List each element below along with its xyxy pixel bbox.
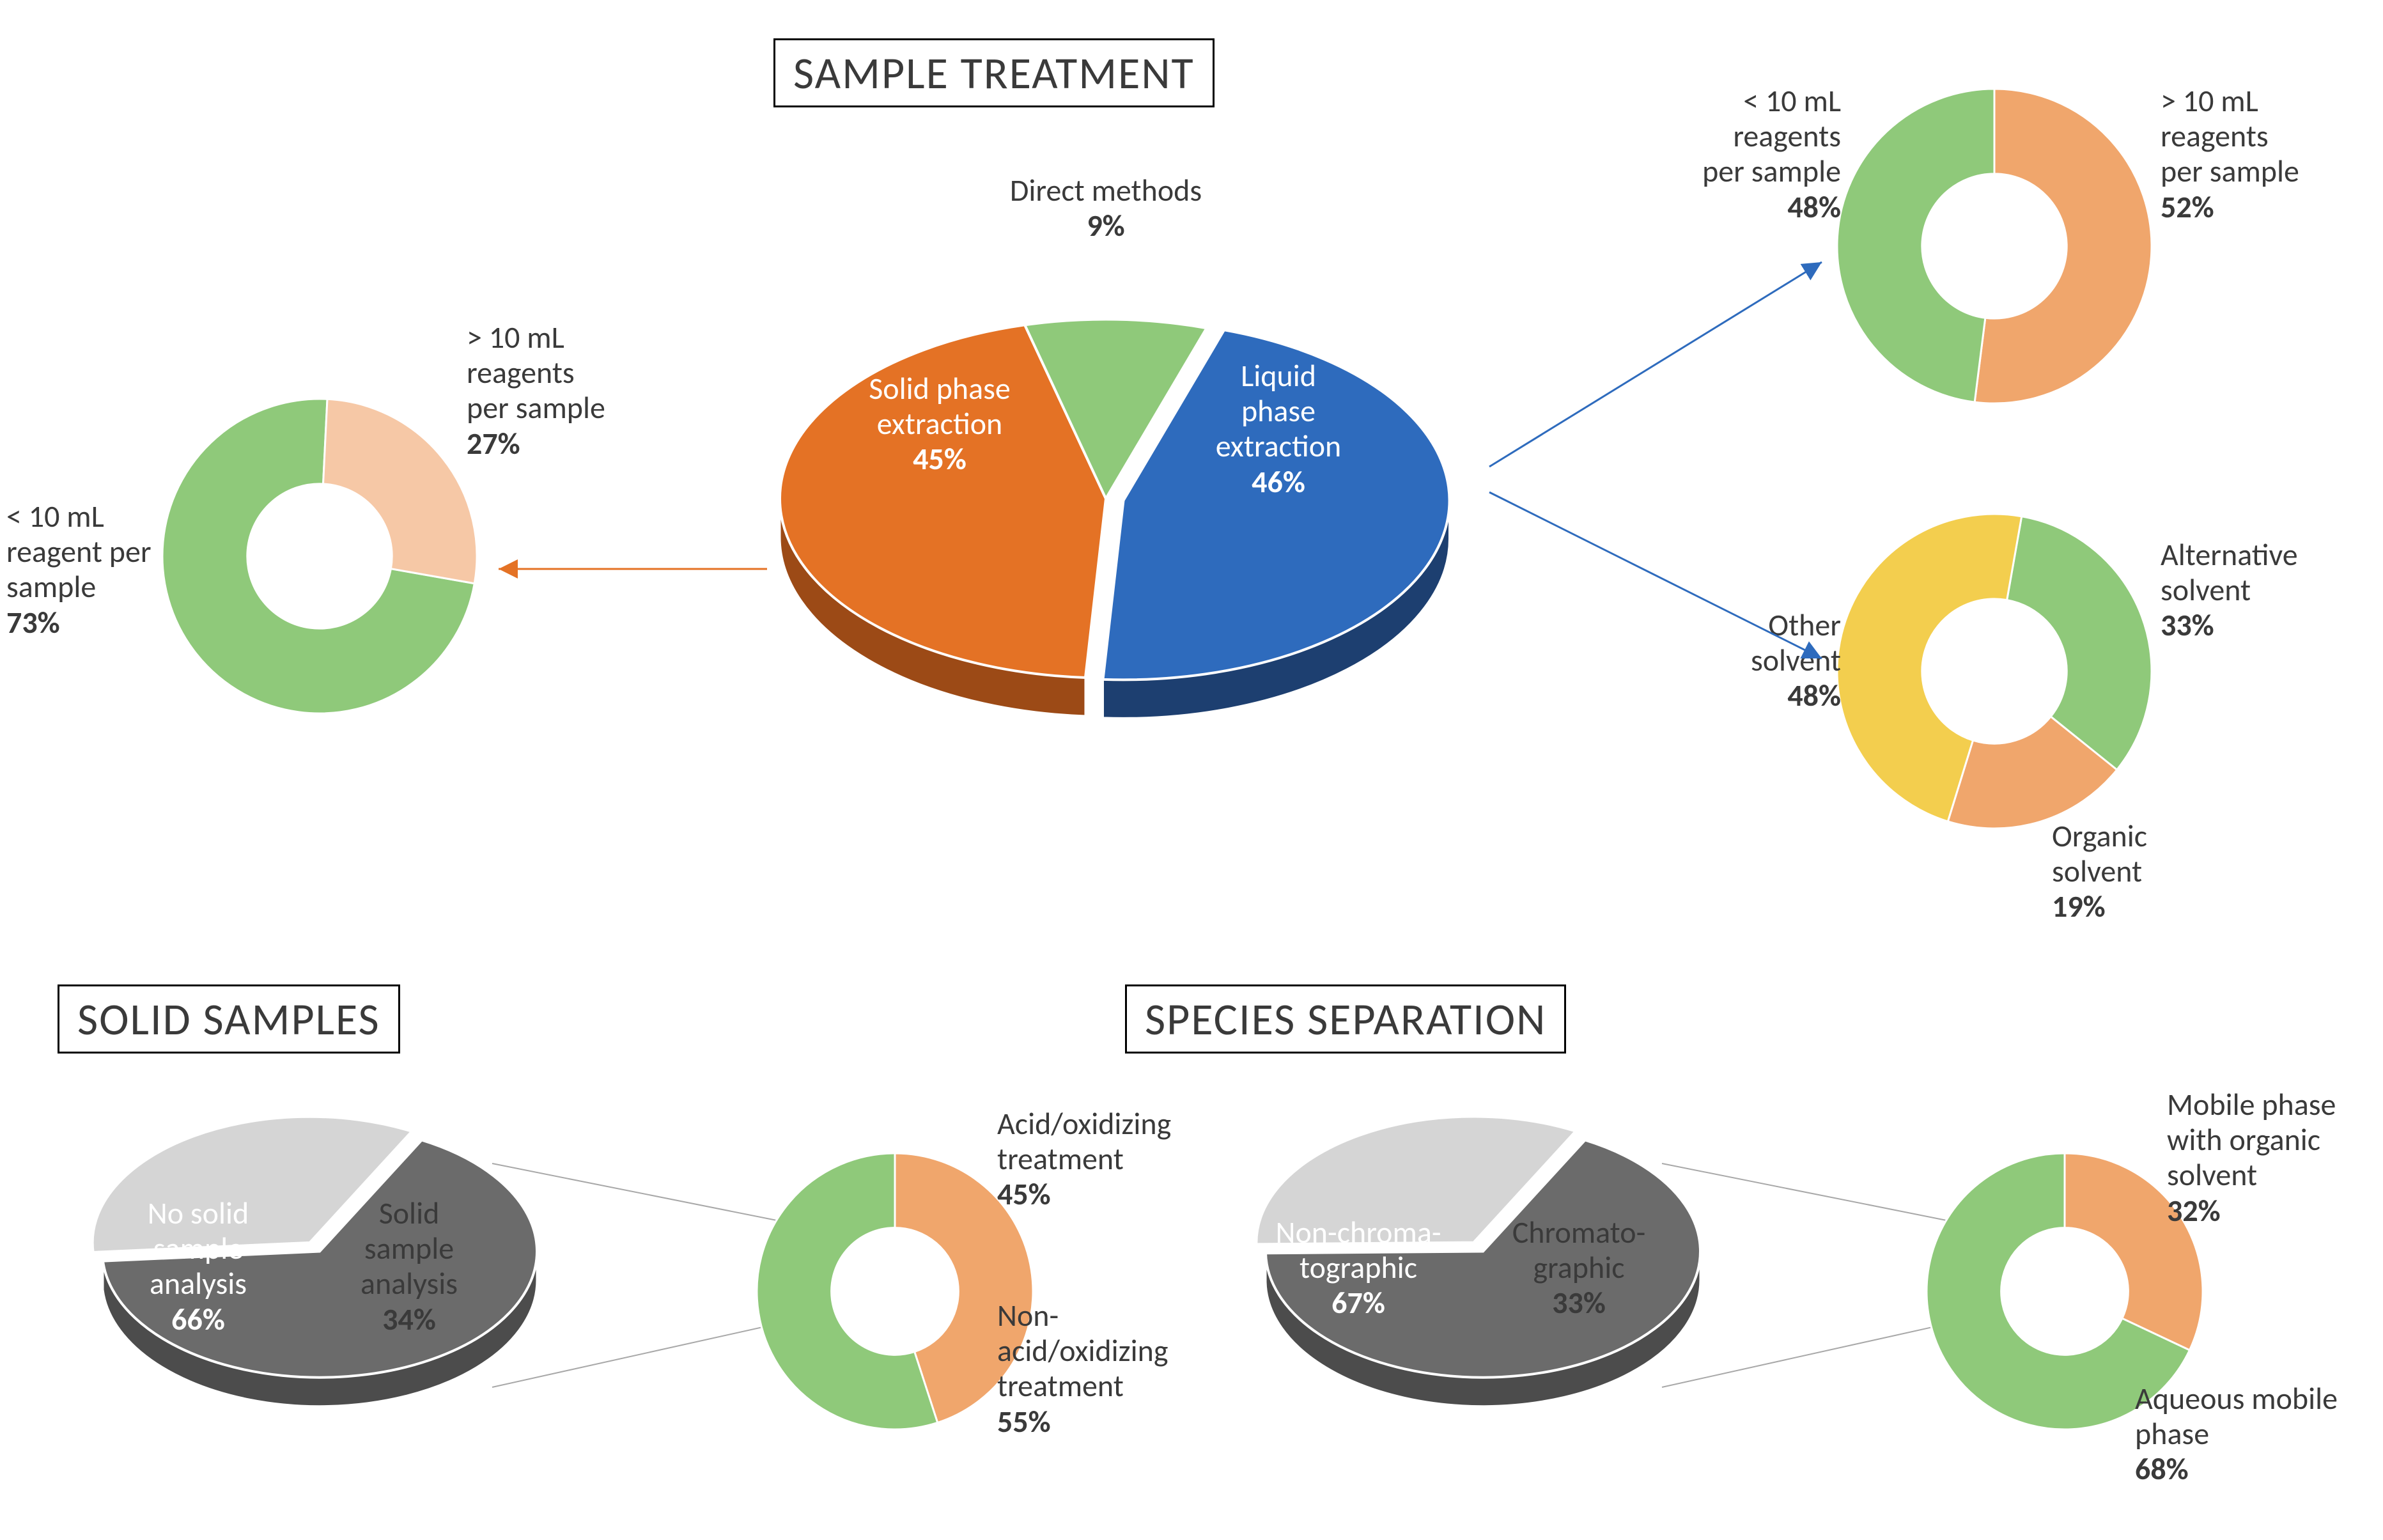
donut-solid-phase-reagents <box>160 396 479 716</box>
title-solid-samples: SOLID SAMPLES <box>58 984 400 1054</box>
title-sample-treatment: SAMPLE TREATMENT <box>773 38 1215 107</box>
arrow-to-solid-donut <box>486 543 780 595</box>
donut-liquid-reagents <box>1835 86 2154 406</box>
label-no-solid: No solidsampleanalysis 66% <box>115 1195 281 1337</box>
label-solvent-alternative: Alternativesolvent 33% <box>2161 537 2352 643</box>
main-pie-label-solid: Solid phaseextraction 45% <box>831 371 1048 477</box>
label-nonacid-treat: Non-acid/oxidizingtreatment 55% <box>997 1298 1215 1439</box>
label-solid-analysis: Solidsampleanalysis 34% <box>332 1195 486 1337</box>
main-pie-label-liquid: Liquidphaseextraction 46% <box>1176 358 1381 499</box>
sample-treatment-pie <box>754 275 1457 761</box>
label-solid-phase-gt10: > 10 mLreagentsper sample 27% <box>467 320 646 461</box>
label-liquid-gt10: > 10 mLreagentsper sample 52% <box>2161 83 2352 224</box>
label-nonchrom: Non-chroma-tographic 67% <box>1262 1215 1454 1321</box>
label-chrom: Chromato-graphic 33% <box>1496 1215 1662 1321</box>
label-liquid-lt10: < 10 mLreagentsper sample 48% <box>1649 83 1841 224</box>
donut-solid-treatment <box>754 1151 1036 1432</box>
label-mobile-organic: Mobile phasewith organicsolvent 32% <box>2167 1087 2378 1228</box>
wedge-lines-species <box>1656 1112 1962 1445</box>
label-mobile-aqueous: Aqueous mobilephase 68% <box>2135 1381 2378 1487</box>
label-solvent-organic: Organicsolvent 19% <box>2052 818 2218 924</box>
title-species-separation: SPECIES SEPARATION <box>1125 984 1566 1054</box>
label-acid-treat: Acid/oxidizingtreatment 45% <box>997 1106 1215 1212</box>
donut-liquid-solvent <box>1835 511 2154 831</box>
main-pie-label-direct: Direct methods 9% <box>984 173 1227 243</box>
wedge-lines-solid <box>486 1112 793 1445</box>
label-solid-phase-lt10: < 10 mLreagent persample 73% <box>6 499 179 640</box>
arrows-to-liquid-donuts <box>1451 224 1847 684</box>
